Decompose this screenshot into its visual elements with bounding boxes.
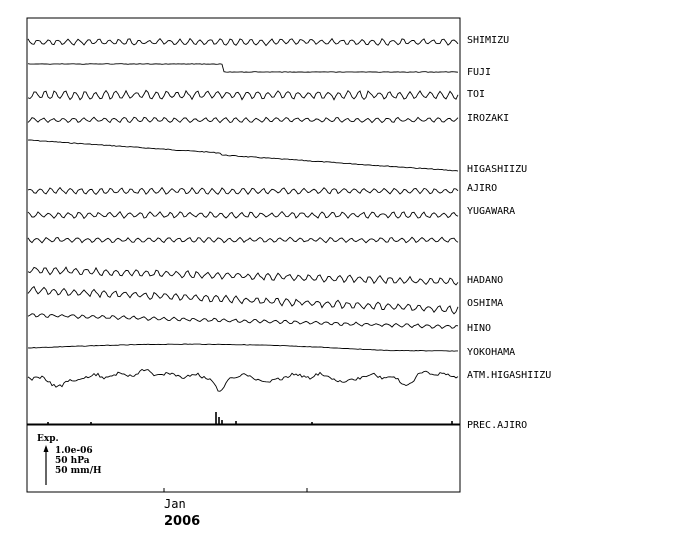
trace-hadano	[27, 266, 459, 286]
trace-higashiizu	[27, 139, 459, 172]
station-label-yokohama: YOKOHAMA	[467, 347, 515, 358]
trace-ajiro	[27, 186, 459, 196]
trace-yugawara	[27, 210, 459, 220]
trace-toi	[27, 89, 459, 101]
trace-group	[27, 37, 460, 425]
legend-strain-scale: 1.0e-06	[55, 446, 93, 456]
trace-unlabeled	[27, 236, 459, 244]
legend-precip-scale: 50 mm/H	[55, 466, 102, 476]
trace-hino	[27, 313, 459, 329]
station-label-yugawara: YUGAWARA	[467, 206, 515, 217]
station-label-hadano: HADANO	[467, 275, 503, 286]
station-label-fuji: FUJI	[467, 67, 491, 78]
station-label-toi: TOI	[467, 89, 485, 100]
station-label-higashiizu: HIGASHIIZU	[467, 164, 527, 175]
station-label-group: SHIMIZU FUJI TOI IROZAKI HIGASHIIZU AJIRO YUGA…	[467, 35, 551, 431]
station-label-prec-ajiro: PREC.AJIRO	[467, 420, 527, 431]
plot-frame	[26, 17, 461, 493]
legend-pressure-scale: 50 hPa	[55, 456, 90, 466]
legend-title: Exp.	[37, 434, 59, 444]
plot-border	[26, 17, 461, 493]
station-label-oshima: OSHIMA	[467, 298, 503, 309]
legend-arrow-head	[43, 445, 49, 452]
station-label-hino: HINO	[467, 323, 491, 334]
trace-yokohama	[27, 343, 458, 352]
trace-irozaki	[27, 116, 459, 124]
station-label-irozaki: IROZAKI	[467, 113, 509, 124]
trace-atm-higashiizu	[27, 368, 459, 392]
x-year-label: 2006	[164, 514, 200, 529]
scale-legend: Exp. 1.0e-06 50 hPa 50 mm/H	[37, 434, 102, 485]
station-label-shimizu: SHIMIZU	[467, 35, 509, 46]
station-label-ajiro: AJIRO	[467, 183, 497, 194]
trace-fuji	[27, 63, 459, 73]
trace-shimizu	[27, 37, 459, 47]
station-label-atm-higashiizu: ATM.HIGASHIIZU	[467, 370, 551, 381]
x-tick-label-jan: Jan	[164, 497, 186, 511]
trace-oshima	[27, 285, 459, 315]
